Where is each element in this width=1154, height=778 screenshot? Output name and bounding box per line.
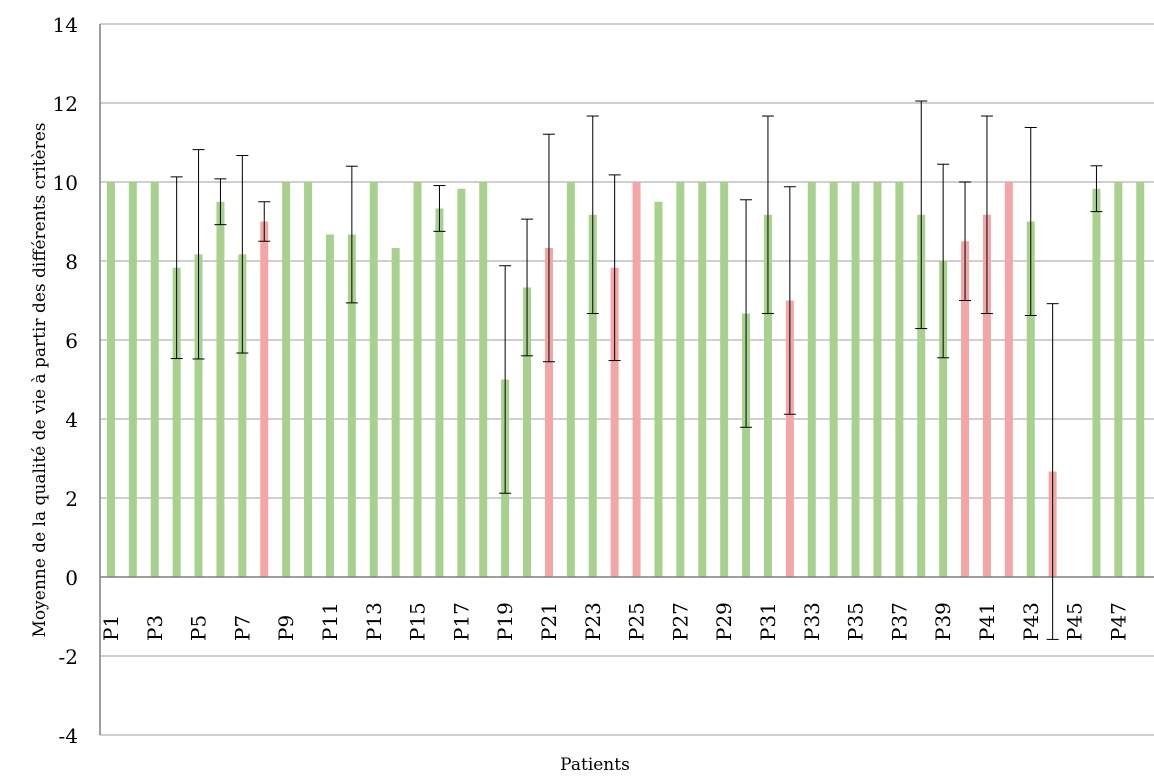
x-tick-label: P23: [581, 602, 605, 641]
x-tick-label: P21: [537, 602, 561, 641]
x-tick-label: P17: [449, 602, 473, 641]
bar-P48: [1136, 182, 1145, 577]
bar-P36: [873, 182, 882, 577]
y-tick-label: 12: [53, 92, 78, 116]
bar-P9: [282, 182, 291, 577]
x-tick-label: P11: [318, 602, 342, 641]
x-tick-label: P43: [1019, 602, 1043, 641]
x-tick-label: P5: [187, 615, 211, 641]
y-tick-label: -4: [59, 724, 78, 748]
x-tick-label: P3: [143, 615, 167, 641]
x-axis-label: Patients: [560, 755, 630, 775]
x-tick-label: P13: [362, 602, 386, 641]
x-tick-label: P39: [931, 602, 955, 641]
bar-P30: [742, 313, 751, 577]
bar-P24: [610, 267, 619, 577]
bar-P17: [457, 188, 466, 577]
bars: [106, 182, 1145, 577]
bar-P31: [763, 214, 772, 577]
bar-P4: [172, 267, 181, 577]
bar-P34: [829, 182, 838, 577]
gridlines: [100, 23, 1154, 736]
y-tick-labels: -4 -2 0 2 4 6 8 10 12 14: [53, 13, 78, 748]
x-tick-label: P27: [668, 602, 692, 641]
bar-P43: [1026, 221, 1035, 577]
bar-P7: [238, 254, 247, 577]
bar-P39: [939, 261, 948, 577]
axes: [99, 24, 1154, 735]
bar-P38: [917, 214, 926, 577]
x-tick-labels: P1 P3 P5 P7 P9 P11 P13 P15 P17 P19 P21 P23 P25 P27 P29…: [99, 602, 1154, 641]
x-tick-label: P19: [493, 602, 517, 641]
bar-P18: [479, 182, 488, 577]
bar-P27: [676, 182, 685, 577]
x-tick-label: P41: [975, 602, 999, 641]
x-tick-label: P9: [274, 615, 298, 641]
bar-P41: [982, 214, 991, 577]
x-tick-label: P35: [844, 602, 868, 641]
x-tick-label: P25: [625, 602, 649, 641]
bar-P1: [106, 182, 115, 577]
bar-P15: [413, 182, 422, 577]
y-tick-label: 6: [65, 329, 78, 353]
y-tick-label: 4: [65, 408, 78, 432]
y-tick-label: 8: [65, 250, 78, 274]
bar-P47: [1114, 182, 1123, 577]
bar-P33: [807, 182, 816, 577]
x-tick-label: P29: [712, 602, 736, 641]
bar-P8: [260, 221, 269, 577]
x-tick-label: P7: [230, 615, 254, 641]
x-tick-label: P31: [756, 602, 780, 641]
bar-P10: [304, 182, 313, 577]
bar-P32: [785, 300, 794, 577]
bar-P26: [654, 201, 663, 577]
bar-P21: [544, 247, 553, 577]
bar-P40: [961, 241, 970, 577]
error-bars: [170, 100, 1103, 640]
y-tick-label: 14: [53, 13, 78, 37]
bar-P35: [851, 182, 860, 577]
bar-P11: [325, 234, 334, 577]
bar-P37: [895, 182, 904, 577]
bar-P42: [1004, 182, 1013, 577]
x-tick-label: P1: [99, 615, 123, 641]
bar-P13: [369, 182, 378, 577]
x-tick-label: P49: [1150, 602, 1154, 641]
x-tick-label: P47: [1106, 602, 1130, 641]
bar-P6: [216, 201, 225, 577]
bar-P29: [720, 182, 729, 577]
x-tick-label: P15: [406, 602, 430, 641]
x-tick-label: P37: [887, 602, 911, 641]
y-tick-label: 2: [65, 487, 78, 511]
x-tick-label: P33: [800, 602, 824, 641]
bar-P12: [347, 234, 356, 577]
bar-P22: [566, 182, 575, 577]
bar-P5: [194, 254, 203, 577]
bar-P14: [391, 247, 400, 577]
bar-P3: [150, 182, 159, 577]
y-tick-label: -2: [59, 645, 78, 669]
x-tick-label: P45: [1063, 602, 1087, 641]
bar-P46: [1092, 188, 1101, 577]
bar-P20: [523, 287, 532, 577]
y-tick-label: 0: [65, 566, 78, 590]
bar-P28: [698, 182, 707, 577]
y-tick-label: 10: [53, 171, 78, 195]
bar-P2: [128, 182, 137, 577]
bar-P25: [632, 182, 641, 577]
bar-P23: [588, 214, 597, 577]
bar-P16: [435, 208, 444, 577]
y-axis-label: Moyenne de la qualité de vie à partir de…: [30, 123, 50, 638]
